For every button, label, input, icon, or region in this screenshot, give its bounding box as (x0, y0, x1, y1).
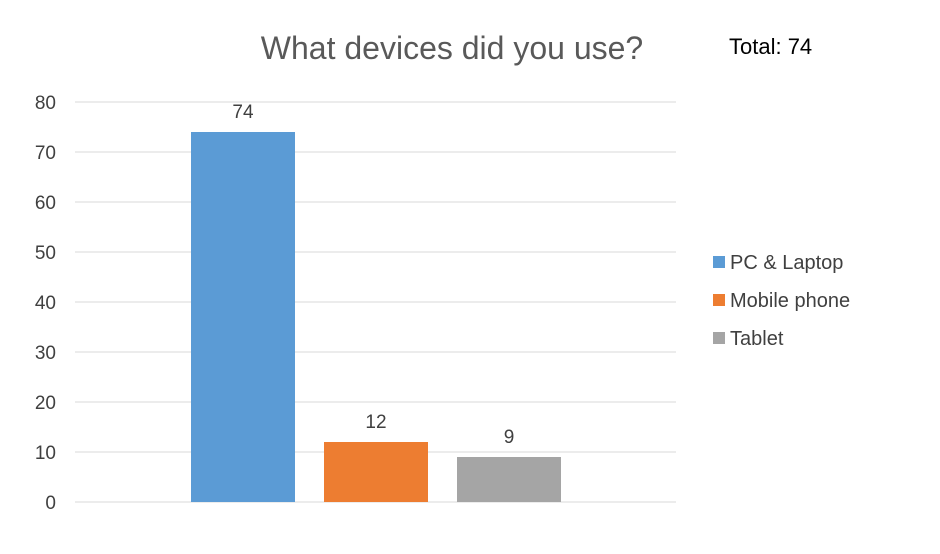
data-label: 12 (365, 412, 386, 433)
legend-label: Tablet (730, 328, 784, 350)
legend: PC & Laptop Mobile phone Tablet (713, 252, 850, 350)
y-tick-label: 20 (35, 393, 56, 414)
y-axis-tick-labels: 0 10 20 30 40 50 60 70 80 (35, 93, 56, 514)
bar (191, 132, 295, 502)
legend-swatch (713, 294, 725, 306)
bars (191, 132, 561, 502)
legend-label: PC & Laptop (730, 252, 843, 274)
legend-swatch (713, 256, 725, 268)
gridlines (75, 101, 676, 503)
legend-label: Mobile phone (730, 290, 850, 312)
y-tick-label: 50 (35, 243, 56, 264)
bar (457, 457, 561, 502)
y-tick-label: 40 (35, 293, 56, 314)
y-tick-label: 0 (45, 493, 56, 514)
data-labels: 74 12 9 (232, 102, 514, 448)
y-tick-label: 70 (35, 143, 56, 164)
y-tick-label: 10 (35, 443, 56, 464)
legend-swatch (713, 332, 725, 344)
y-tick-label: 30 (35, 343, 56, 364)
total-count-label: Total: 74 (729, 34, 812, 59)
y-tick-label: 60 (35, 193, 56, 214)
chart-title: What devices did you use? (261, 30, 643, 66)
y-tick-label: 80 (35, 93, 56, 114)
data-label: 9 (504, 427, 515, 448)
bar (324, 442, 428, 502)
data-label: 74 (232, 102, 254, 123)
